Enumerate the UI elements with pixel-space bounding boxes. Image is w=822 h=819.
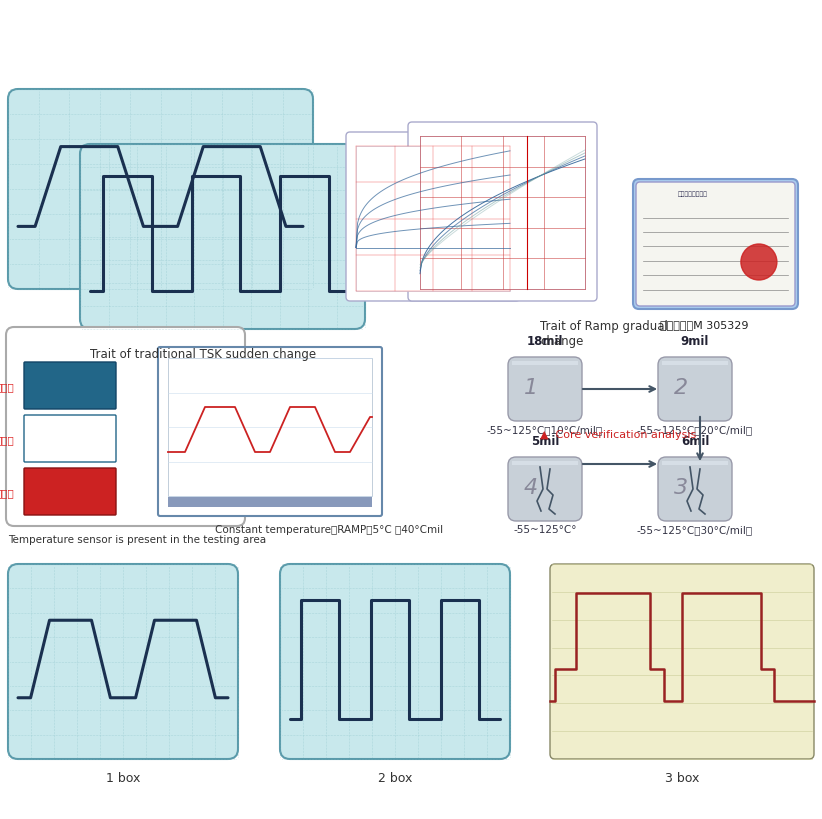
Circle shape bbox=[741, 245, 777, 281]
Text: 测试区: 测试区 bbox=[0, 434, 14, 445]
Text: 热冲击机专利证书: 热冲击机专利证书 bbox=[677, 192, 707, 197]
FancyBboxPatch shape bbox=[24, 363, 116, 410]
Bar bbox=[512, 461, 578, 465]
Text: 2 box: 2 box bbox=[378, 771, 412, 784]
Text: 2: 2 bbox=[674, 378, 688, 397]
FancyBboxPatch shape bbox=[8, 90, 313, 290]
Bar bbox=[356, 147, 510, 292]
Text: -55~125°C°: -55~125°C° bbox=[513, 524, 577, 534]
Text: Constant temperature（RAMP）5°C ～40°Cmil: Constant temperature（RAMP）5°C ～40°Cmil bbox=[215, 524, 443, 534]
Text: 1: 1 bbox=[524, 378, 538, 397]
FancyBboxPatch shape bbox=[508, 458, 582, 522]
FancyBboxPatch shape bbox=[550, 564, 814, 759]
Text: -55~125°C（20°C/mil）: -55~125°C（20°C/mil） bbox=[637, 424, 753, 434]
Bar bbox=[662, 361, 728, 365]
Text: 热衔击机第M 305329: 热衔击机第M 305329 bbox=[660, 319, 749, 329]
Text: 1 box: 1 box bbox=[106, 771, 141, 784]
FancyBboxPatch shape bbox=[408, 123, 597, 301]
FancyBboxPatch shape bbox=[346, 133, 520, 301]
Text: 预热区: 预热区 bbox=[0, 487, 14, 497]
Text: Trait of Ramp gradual
change: Trait of Ramp gradual change bbox=[540, 319, 667, 347]
Text: 3 box: 3 box bbox=[665, 771, 700, 784]
Text: 4: 4 bbox=[524, 477, 538, 497]
FancyBboxPatch shape bbox=[24, 415, 116, 463]
FancyBboxPatch shape bbox=[8, 564, 238, 759]
Text: Temperature sensor is present in the testing area: Temperature sensor is present in the tes… bbox=[8, 534, 266, 545]
FancyBboxPatch shape bbox=[158, 347, 382, 516]
Text: 5mil: 5mil bbox=[531, 435, 559, 448]
Text: -55~125°C（10°C/mil）: -55~125°C（10°C/mil） bbox=[487, 424, 603, 434]
Text: 3: 3 bbox=[674, 477, 688, 497]
Text: 9mil: 9mil bbox=[681, 335, 709, 348]
FancyBboxPatch shape bbox=[508, 358, 582, 422]
Bar bbox=[168, 359, 372, 496]
Bar bbox=[512, 361, 578, 365]
Text: 18mil: 18mil bbox=[527, 335, 563, 348]
FancyBboxPatch shape bbox=[658, 458, 732, 522]
FancyBboxPatch shape bbox=[80, 145, 365, 329]
Text: ▲  Core verification analysis: ▲ Core verification analysis bbox=[540, 429, 696, 440]
Text: 预冷区: 预冷区 bbox=[0, 382, 14, 391]
Bar bbox=[662, 461, 728, 465]
FancyBboxPatch shape bbox=[636, 183, 795, 306]
FancyBboxPatch shape bbox=[280, 564, 510, 759]
FancyBboxPatch shape bbox=[658, 358, 732, 422]
FancyBboxPatch shape bbox=[633, 180, 798, 310]
Bar bbox=[168, 497, 372, 508]
Text: 6mil: 6mil bbox=[681, 435, 709, 448]
Text: -55~125°C（30°C/mil）: -55~125°C（30°C/mil） bbox=[637, 524, 753, 534]
FancyBboxPatch shape bbox=[6, 328, 245, 527]
FancyBboxPatch shape bbox=[24, 468, 116, 515]
Bar bbox=[420, 137, 585, 290]
Text: Trait of traditional TSK sudden change: Trait of traditional TSK sudden change bbox=[90, 347, 316, 360]
